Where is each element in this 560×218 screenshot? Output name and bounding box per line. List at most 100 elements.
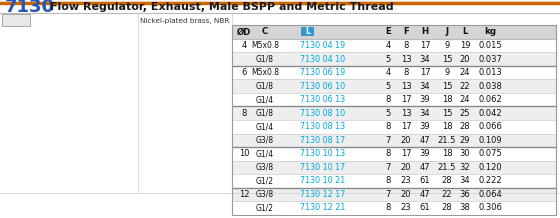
Text: 7130 06 13: 7130 06 13 [300,95,346,104]
Text: 18: 18 [442,122,452,131]
Text: 32: 32 [460,163,470,172]
Text: G1/2: G1/2 [256,203,274,212]
Text: M5x0.8: M5x0.8 [251,68,279,77]
Text: 0.064: 0.064 [478,190,502,199]
Bar [232,39,556,53]
Text: 17: 17 [401,122,411,131]
Bar [2,14,30,26]
Text: 17: 17 [419,68,430,77]
Text: 13: 13 [401,82,411,91]
Text: 17: 17 [401,95,411,104]
Text: 0.062: 0.062 [478,95,502,104]
Text: 18: 18 [442,95,452,104]
Text: 30: 30 [460,149,470,158]
Text: 47: 47 [419,190,430,199]
Text: 0.037: 0.037 [478,55,502,64]
Text: 0.013: 0.013 [478,68,502,77]
Text: 17: 17 [401,149,411,158]
Text: 15: 15 [442,55,452,64]
Bar [232,120,556,133]
Text: 7130 08 13: 7130 08 13 [300,122,346,131]
Text: G3/8: G3/8 [256,136,274,145]
Text: 8: 8 [385,149,391,158]
Bar [232,66,556,80]
Text: 21.5: 21.5 [438,163,456,172]
Text: 7130 06 10: 7130 06 10 [300,82,346,91]
Text: 5: 5 [385,109,391,118]
Text: 15: 15 [442,109,452,118]
Text: 9: 9 [445,41,450,50]
Text: 8: 8 [241,109,247,118]
Text: ØD: ØD [237,27,251,36]
Text: 7130 12 21: 7130 12 21 [300,203,346,212]
Bar [232,160,556,174]
Text: G1/8: G1/8 [256,55,274,64]
Bar [301,27,314,36]
Bar [232,93,556,107]
Text: 0.222: 0.222 [478,176,502,185]
Text: 7: 7 [385,163,391,172]
Text: 13: 13 [401,55,411,64]
Bar [232,107,556,120]
Text: 7: 7 [385,136,391,145]
Bar [232,80,556,93]
Text: 23: 23 [401,203,411,212]
Text: 7130 08 17: 7130 08 17 [300,136,346,145]
Text: 7130 10 21: 7130 10 21 [300,176,346,185]
Text: 7130: 7130 [5,0,55,16]
Text: Flow Regulator, Exhaust, Male BSPP and Metric Thread: Flow Regulator, Exhaust, Male BSPP and M… [50,2,394,12]
Bar [232,187,556,201]
Text: J: J [445,27,449,36]
Bar [232,133,556,147]
Bar [232,147,556,160]
Text: 25: 25 [460,109,470,118]
Text: 17: 17 [419,41,430,50]
Text: G1/4: G1/4 [256,95,274,104]
Text: 7130 08 10: 7130 08 10 [300,109,346,118]
Text: 10: 10 [239,149,249,158]
Text: 18: 18 [442,149,452,158]
Bar [232,25,556,39]
Text: 7130 12 17: 7130 12 17 [300,190,346,199]
Text: G1/8: G1/8 [256,109,274,118]
Text: E: E [385,27,391,36]
Text: 29: 29 [460,136,470,145]
Text: 61: 61 [419,176,430,185]
Text: L: L [305,27,310,36]
Text: 61: 61 [419,203,430,212]
Text: 28: 28 [442,176,452,185]
Text: 8: 8 [403,41,409,50]
Text: 0.038: 0.038 [478,82,502,91]
Text: 19: 19 [460,41,470,50]
Text: 7130 10 13: 7130 10 13 [300,149,346,158]
Text: 8: 8 [385,203,391,212]
Text: 5: 5 [385,82,391,91]
Text: 5: 5 [385,55,391,64]
Text: 0.042: 0.042 [478,109,502,118]
Text: 4: 4 [241,41,246,50]
Text: 0.120: 0.120 [478,163,502,172]
Text: 34: 34 [419,109,430,118]
Text: 28: 28 [460,122,470,131]
Text: 20: 20 [460,55,470,64]
Text: 0.109: 0.109 [478,136,502,145]
Text: 36: 36 [460,190,470,199]
Text: C: C [262,27,268,36]
Text: 39: 39 [419,122,430,131]
Text: G1/2: G1/2 [256,176,274,185]
Text: 22: 22 [442,190,452,199]
Text: 24: 24 [460,68,470,77]
Text: 8: 8 [385,176,391,185]
Text: 7130 10 17: 7130 10 17 [300,163,346,172]
Bar [0,3,560,13]
Text: 20: 20 [401,190,411,199]
Text: 24: 24 [460,95,470,104]
Text: 34: 34 [419,55,430,64]
Bar [232,174,556,187]
Text: 34: 34 [419,82,430,91]
Text: L: L [463,27,468,36]
Text: 12: 12 [239,190,249,199]
Text: 28: 28 [442,203,452,212]
Text: G3/8: G3/8 [256,163,274,172]
Text: 47: 47 [419,163,430,172]
